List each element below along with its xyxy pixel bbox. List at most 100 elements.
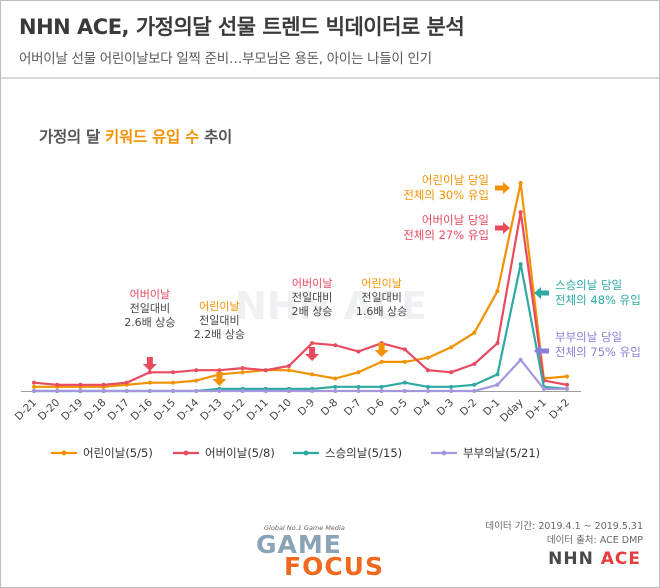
data-point [310,389,315,393]
data-point [171,389,176,393]
data-point [472,382,477,387]
x-tick-label: D-9 [296,397,318,419]
data-point [333,376,338,381]
annotation-text: 어린이날 [361,277,401,290]
annotation-right-arrow [495,182,510,194]
data-point [171,380,176,385]
data-point [286,389,291,393]
legend-marker [61,450,67,456]
annotation-down-arrow [305,347,320,361]
data-point [217,368,222,373]
annotation-text: 전일대비 [361,290,401,304]
page-subtitle: 어버이날 선물 어린이날보다 일찍 준비…부모님은 용돈, 아이는 나들이 인기 [19,51,432,67]
data-point [425,368,430,373]
annotation-left-arrow [534,287,549,299]
data-point [518,210,523,215]
data-point [356,384,361,389]
series-line-1 [34,181,568,388]
x-tick-label: D-12 [221,397,247,423]
annotation-text: 부부의날 당일 [555,330,622,344]
legend-label: 스승의날(5/15) [325,446,402,460]
annotation-down-arrow [212,372,227,386]
gamefocus-tagline: Global No.1 Game Media [264,524,345,532]
annotation-text: 전체의 27% 유입 [403,228,489,242]
data-point [124,380,129,385]
x-tick-label: D-4 [411,396,433,418]
annotation-text: 전일대비 [130,301,170,315]
data-point [356,389,361,393]
annotation-text: 전체의 75% 유입 [555,345,641,359]
x-tick-label: Dday [498,397,526,425]
data-point [32,380,36,385]
data-point [147,389,152,393]
data-point [356,370,361,375]
x-tick-label: D-16 [129,396,156,423]
annotation-text: 어버이날 [292,277,332,290]
data-point [124,389,129,393]
data-point [379,359,384,364]
data-point [565,374,569,379]
data-point [541,386,546,391]
chart-title-highlight: 키워드 유입 수 [105,128,199,146]
annotation-text: 전체의 30% 유입 [403,188,489,202]
data-point [518,262,523,267]
gamefocus-game-text: GAME [256,530,342,559]
data-point [379,389,384,393]
annotation-text: 전일대비 [199,313,239,327]
series-line-4 [34,358,567,393]
data-point [194,378,199,383]
data-point [495,382,500,387]
data-point [472,361,477,366]
x-tick-label: D-2 [458,397,480,419]
legend-marker [441,450,447,456]
legend-marker [183,450,189,456]
data-point [333,384,338,389]
data-period: 데이터 기간: 2019.4.1 ~ 2019.5.31 [485,521,643,532]
data-point [449,345,454,350]
data-point [495,289,500,294]
data-point [495,341,500,346]
data-point [472,389,477,393]
data-point [310,341,315,346]
data-point [333,343,338,348]
x-tick-label: D-11 [245,397,271,423]
x-tick-label: D-14 [175,396,202,423]
data-point [402,389,407,393]
data-point [194,389,199,393]
nhn-logo-text: NHN [548,549,594,569]
data-point [263,368,268,373]
nhn-ace-logo: NHN ACE [548,549,641,569]
x-tick-label: D-17 [105,397,131,423]
data-point [449,389,454,393]
annotation-down-arrow [142,357,157,371]
data-point [565,386,569,391]
data-point [518,181,523,185]
data-point [449,370,454,375]
x-tick-label: D+2 [547,397,572,422]
data-point [333,389,338,393]
annotation-text: 전체의 48% 유입 [555,293,641,307]
data-point [171,370,176,375]
data-point [147,370,152,375]
annotation-text: 2.6배 상승 [124,316,175,329]
data-point [286,364,291,369]
series-line-2 [33,211,568,386]
x-tick-label: D-8 [319,397,341,419]
data-point [379,384,384,389]
annotation-text: 전일대비 [292,290,332,304]
x-tick-label: D+1 [524,397,549,422]
annotation-text: 2배 상승 [292,305,333,318]
data-point [425,355,430,360]
gamefocus-focus-text: FOCUS [284,552,384,581]
data-point [55,389,60,393]
annotation-right-arrow [495,222,510,234]
x-tick-label: D-19 [59,397,85,423]
annotation-text: 어린이날 [199,300,239,313]
x-tick-label: D-7 [342,397,364,419]
data-point [425,384,430,389]
data-point [356,349,361,354]
data-point [240,366,245,371]
data-point [78,382,83,387]
